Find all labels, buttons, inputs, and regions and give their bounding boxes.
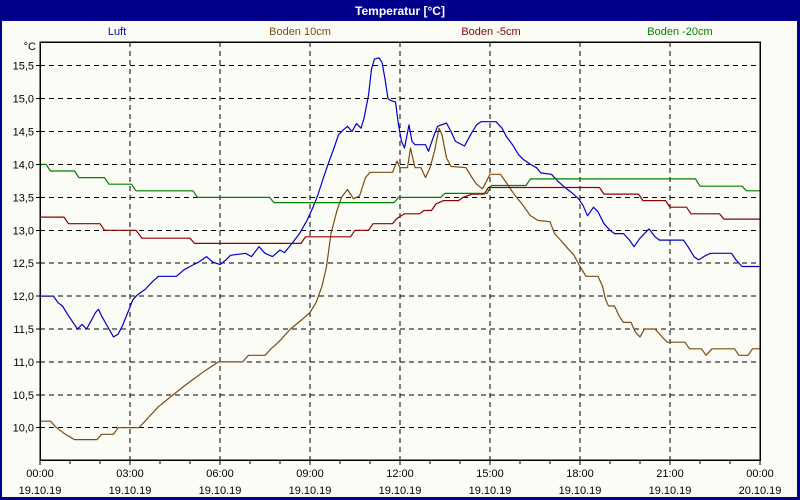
series-line-luft	[40, 57, 760, 338]
series-line-boden-20cm	[40, 163, 760, 204]
x-date-label: 20.10.19	[739, 485, 782, 497]
legend-label-luft: Luft	[107, 26, 127, 38]
y-tick-label: 14,5	[13, 127, 34, 139]
legend-item-luft: Luft	[108, 26, 126, 38]
legend-item-boden-minus20cm: Boden -20cm	[647, 26, 712, 38]
y-tick-label: 15,0	[13, 94, 34, 106]
x-time-label: 03:00	[116, 468, 144, 480]
x-date-label: 19.10.19	[379, 485, 422, 497]
legend-item-boden-minus5cm: Boden -5cm	[461, 26, 520, 38]
legend-label-boden-minus5cm: Boden -5cm	[461, 26, 521, 38]
x-time-label: 15:00	[476, 468, 504, 480]
series-line-boden-5cm	[40, 186, 760, 244]
x-date-label: 19.10.19	[559, 485, 602, 497]
x-date-label: 19.10.19	[469, 485, 512, 497]
x-date-label: 19.10.19	[289, 485, 332, 497]
y-tick-label: 15,5	[13, 61, 34, 73]
x-time-label: 00:00	[746, 468, 774, 480]
y-tick-label: 10,0	[13, 423, 34, 435]
y-tick-label: 12,0	[13, 291, 34, 303]
x-date-label: 19.10.19	[109, 485, 152, 497]
plot-border	[39, 41, 761, 461]
legend-label-boden-10cm: Boden 10cm	[269, 26, 331, 38]
x-time-label: 21:00	[656, 468, 684, 480]
y-tick-label: 11,5	[13, 324, 34, 336]
y-tick-label: 13,0	[13, 225, 34, 237]
x-date-label: 19.10.19	[19, 485, 62, 497]
y-tick-label: 10,5	[13, 390, 34, 402]
y-axis-unit-label: °C	[24, 41, 36, 53]
y-tick-label: 14,0	[13, 159, 34, 171]
x-time-label: 18:00	[566, 468, 594, 480]
x-time-label: 09:00	[296, 468, 324, 480]
y-tick-label: 11,0	[13, 357, 34, 369]
y-tick-label: 13,5	[13, 192, 34, 204]
y-tick-label: 12,5	[13, 258, 34, 270]
legend-item-boden-10cm: Boden 10cm	[269, 26, 331, 38]
x-date-label: 19.10.19	[199, 485, 242, 497]
x-time-label: 12:00	[386, 468, 414, 480]
page-title: Temperatur [°C]	[355, 3, 445, 18]
titlebar: Temperatur [°C]	[0, 0, 800, 21]
series-line-boden-10cm	[40, 127, 760, 441]
legend-label-boden-minus20cm: Boden -20cm	[647, 26, 713, 38]
x-time-label: 06:00	[206, 468, 234, 480]
x-time-label: 00:00	[26, 468, 54, 480]
x-date-label: 19.10.19	[649, 485, 692, 497]
